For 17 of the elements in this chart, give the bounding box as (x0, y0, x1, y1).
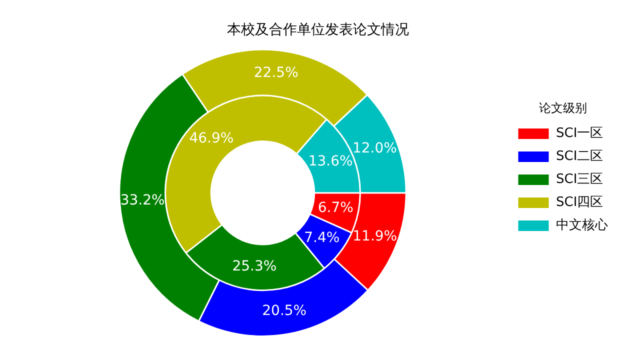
data-label: 7.4% (304, 230, 340, 246)
data-label: 25.3% (232, 258, 277, 275)
legend-label: SCI四区 (556, 195, 604, 210)
chart-title: 本校及合作单位发表论文情况 (227, 22, 409, 38)
legend-title: 论文级别 (538, 100, 587, 115)
data-label: 46.9% (189, 130, 234, 146)
data-label: 22.5% (254, 64, 298, 81)
data-label: 11.9% (352, 228, 398, 244)
data-label: 13.6% (308, 154, 353, 170)
data-label: 6.7% (318, 200, 354, 216)
legend-label: SCI二区 (556, 149, 604, 164)
legend-label: SCI一区 (556, 126, 604, 142)
legend-label: SCI三区 (556, 172, 604, 188)
legend-label: 中文核心 (556, 217, 608, 234)
data-label: 33.2% (120, 192, 165, 208)
data-label: 20.5% (262, 303, 307, 319)
data-label: 12.0% (352, 140, 397, 156)
